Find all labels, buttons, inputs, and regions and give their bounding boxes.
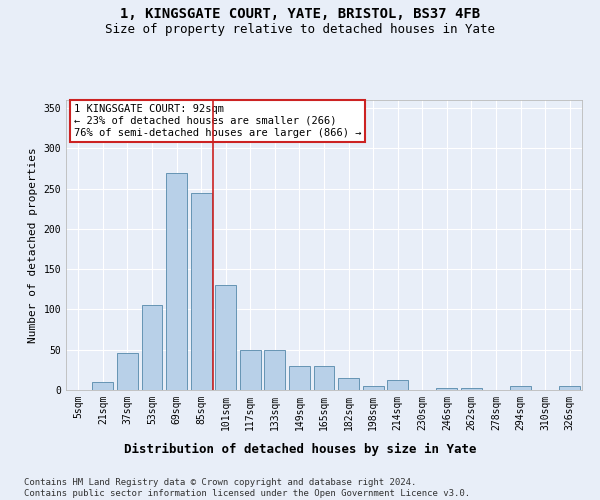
Text: 1 KINGSGATE COURT: 92sqm
← 23% of detached houses are smaller (266)
76% of semi-: 1 KINGSGATE COURT: 92sqm ← 23% of detach… [74,104,361,138]
Bar [461,388,482,390]
Bar [559,386,580,390]
Bar [387,380,408,390]
Bar [338,378,359,390]
Y-axis label: Number of detached properties: Number of detached properties [28,147,38,343]
Bar [314,366,334,390]
Text: Distribution of detached houses by size in Yate: Distribution of detached houses by size … [124,442,476,456]
Text: Size of property relative to detached houses in Yate: Size of property relative to detached ho… [105,22,495,36]
Bar [436,388,457,390]
Bar [265,350,286,390]
Bar [510,386,531,390]
Bar [142,306,163,390]
Bar [92,382,113,390]
Bar [289,366,310,390]
Text: 1, KINGSGATE COURT, YATE, BRISTOL, BS37 4FB: 1, KINGSGATE COURT, YATE, BRISTOL, BS37 … [120,8,480,22]
Bar [117,353,138,390]
Bar [191,192,212,390]
Bar [166,172,187,390]
Bar [215,286,236,390]
Bar [362,386,383,390]
Text: Contains HM Land Registry data © Crown copyright and database right 2024.
Contai: Contains HM Land Registry data © Crown c… [24,478,470,498]
Bar [240,350,261,390]
